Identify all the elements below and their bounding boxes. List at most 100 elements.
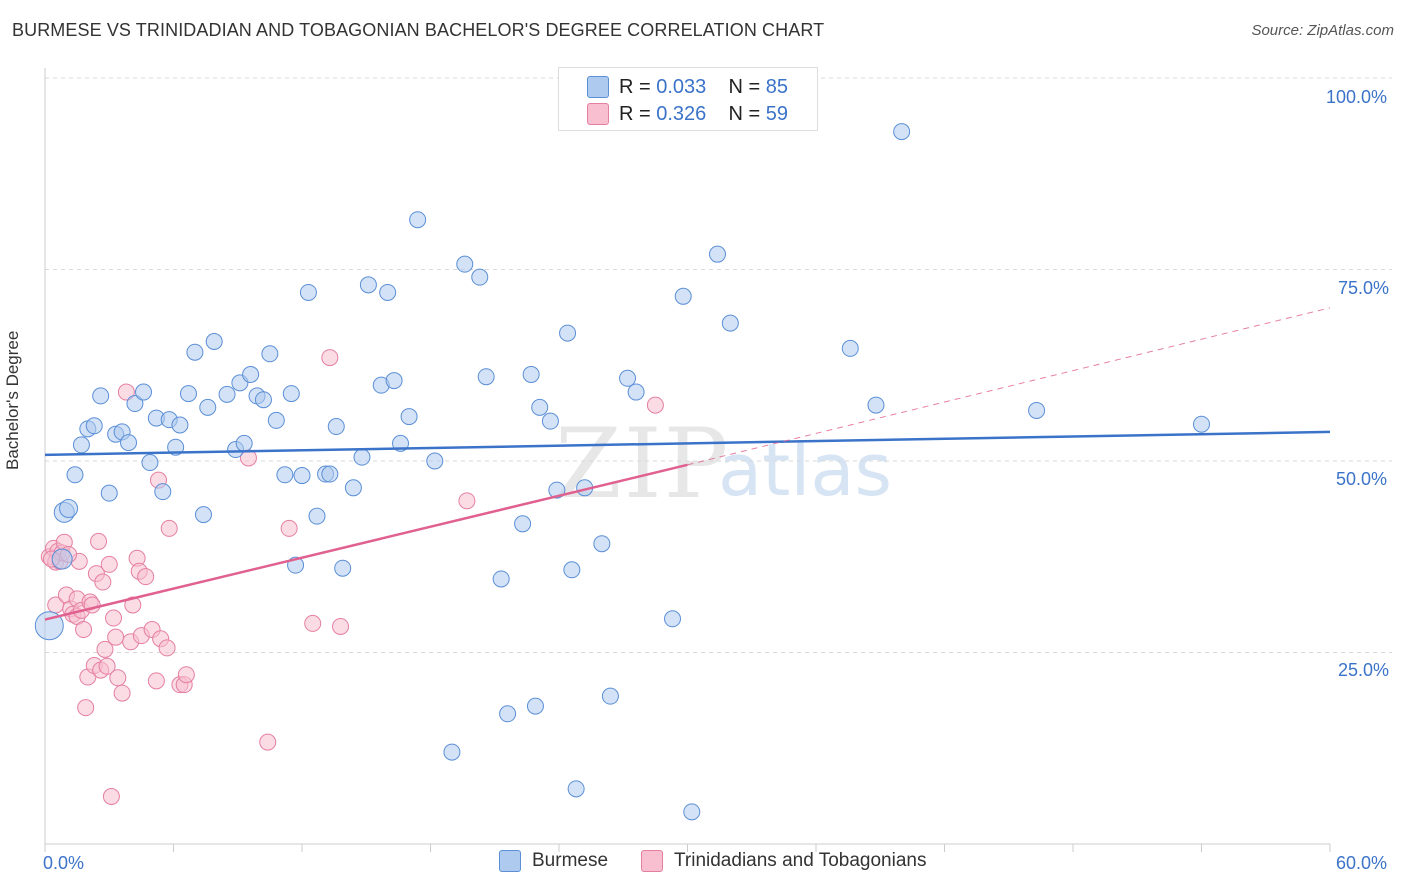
trendline-burmese xyxy=(44,430,1331,457)
point-burmese-80 xyxy=(841,339,859,357)
point-burmese-25 xyxy=(205,333,223,351)
point-trinidadian-16 xyxy=(77,699,95,717)
point-burmese-5 xyxy=(72,436,90,454)
legend-r-label: R = xyxy=(619,102,657,125)
point-burmese-15 xyxy=(141,454,159,472)
point-burmese-57 xyxy=(471,268,489,286)
legend-item-burmese[interactable]: Burmese xyxy=(499,850,608,872)
point-trinidadian-25 xyxy=(96,640,114,658)
point-trinidadian-24 xyxy=(94,573,112,591)
point-burmese-34 xyxy=(267,411,285,429)
legend-item-trinidadian[interactable]: Trinidadians and Tobagonians xyxy=(641,850,926,872)
point-burmese-62 xyxy=(522,365,540,383)
y-tick-label-75: 75.0% xyxy=(1338,278,1390,298)
point-burmese-39 xyxy=(299,283,317,301)
point-trinidadian-39 xyxy=(137,568,155,586)
legend-row-trinidadian: R = 0.326 N = 59 xyxy=(587,102,788,126)
point-burmese-19 xyxy=(167,438,185,456)
point-burmese-69 xyxy=(567,780,585,798)
point-burmese-54 xyxy=(426,452,444,470)
point-burmese-13 xyxy=(126,395,144,413)
point-trinidadian-35 xyxy=(124,596,142,614)
point-burmese-24 xyxy=(199,398,217,416)
point-trinidadian-30 xyxy=(107,628,125,646)
point-trinidadian-26 xyxy=(98,657,116,675)
y-tick-label-50: 50.0% xyxy=(1336,469,1388,489)
point-trinidadian-44 xyxy=(158,639,176,657)
point-burmese-44 xyxy=(334,559,352,577)
point-burmese-63 xyxy=(526,697,544,715)
point-burmese-81 xyxy=(867,396,885,414)
legend-r-value-trinidadian: 0.326 xyxy=(656,102,707,125)
point-burmese-55 xyxy=(443,743,461,761)
legend-swatch-trinidadian xyxy=(587,103,609,125)
point-burmese-22 xyxy=(186,343,204,361)
point-burmese-8 xyxy=(92,387,110,405)
point-burmese-79 xyxy=(721,314,739,332)
legend-n-value-burmese: 85 xyxy=(765,75,789,98)
point-trinidadian-50 xyxy=(259,733,277,751)
point-burmese-35 xyxy=(276,466,294,484)
point-burmese-0 xyxy=(34,611,64,641)
point-burmese-17 xyxy=(154,483,172,501)
legend-swatch-burmese xyxy=(499,850,521,872)
point-burmese-14 xyxy=(135,383,153,401)
point-burmese-59 xyxy=(492,570,510,588)
legend-n-label: N = xyxy=(728,102,766,125)
point-burmese-12 xyxy=(120,434,138,452)
point-burmese-72 xyxy=(601,687,619,705)
point-burmese-61 xyxy=(514,515,532,533)
point-burmese-56 xyxy=(456,255,474,273)
point-burmese-30 xyxy=(242,365,260,383)
point-burmese-21 xyxy=(179,385,197,403)
x-tick-label-min: 0.0% xyxy=(43,853,85,873)
point-burmese-68 xyxy=(563,561,581,579)
point-burmese-65 xyxy=(541,412,559,430)
point-burmese-60 xyxy=(499,705,517,723)
point-burmese-73 xyxy=(619,369,637,387)
point-burmese-53 xyxy=(409,211,427,229)
point-burmese-20 xyxy=(171,416,189,434)
trendline-trinidadian xyxy=(44,463,688,621)
legend-swatch-trinidadian xyxy=(641,850,663,872)
watermark-zip: ZIP xyxy=(555,408,731,520)
legend-label-burmese: Burmese xyxy=(532,850,609,871)
point-trinidadian-41 xyxy=(147,672,165,690)
point-trinidadian-54 xyxy=(332,617,350,635)
point-trinidadian-27 xyxy=(100,555,118,573)
point-burmese-43 xyxy=(327,418,345,436)
point-trinidadian-56 xyxy=(646,396,664,414)
point-burmese-47 xyxy=(359,276,377,294)
point-trinidadian-33 xyxy=(117,383,135,401)
point-burmese-38 xyxy=(293,467,311,485)
point-burmese-40 xyxy=(308,507,326,525)
point-burmese-7 xyxy=(85,417,103,435)
point-trinidadian-51 xyxy=(280,519,298,537)
source-label: Source: ZipAtlas.com xyxy=(1251,22,1394,39)
point-burmese-67 xyxy=(559,324,577,342)
point-burmese-71 xyxy=(593,535,611,553)
trendline-trinidadian-extended xyxy=(687,307,1331,466)
point-burmese-83 xyxy=(1028,401,1046,419)
point-trinidadian-29 xyxy=(105,609,123,627)
point-burmese-82 xyxy=(893,123,911,141)
legend-row-burmese: R = 0.033 N = 85 xyxy=(587,75,788,99)
y-tick-label-25: 25.0% xyxy=(1338,660,1390,680)
legend-n-value-trinidadian: 59 xyxy=(765,102,789,125)
point-trinidadian-48 xyxy=(177,666,195,684)
point-burmese-46 xyxy=(353,448,371,466)
point-trinidadian-45 xyxy=(160,519,178,537)
point-burmese-9 xyxy=(100,484,118,502)
point-burmese-77 xyxy=(683,803,701,821)
point-burmese-42 xyxy=(321,465,339,483)
legend-n-label: N = xyxy=(728,75,766,98)
x-tick-label-max: 60.0% xyxy=(1336,853,1388,873)
point-burmese-36 xyxy=(282,385,300,403)
y-tick-label-100: 100.0% xyxy=(1326,87,1388,107)
point-burmese-45 xyxy=(344,479,362,497)
point-burmese-64 xyxy=(531,398,549,416)
point-trinidadian-53 xyxy=(321,349,339,367)
point-burmese-84 xyxy=(1193,415,1210,433)
chart-title: BURMESE VS TRINIDADIAN AND TOBAGONIAN BA… xyxy=(12,20,825,40)
